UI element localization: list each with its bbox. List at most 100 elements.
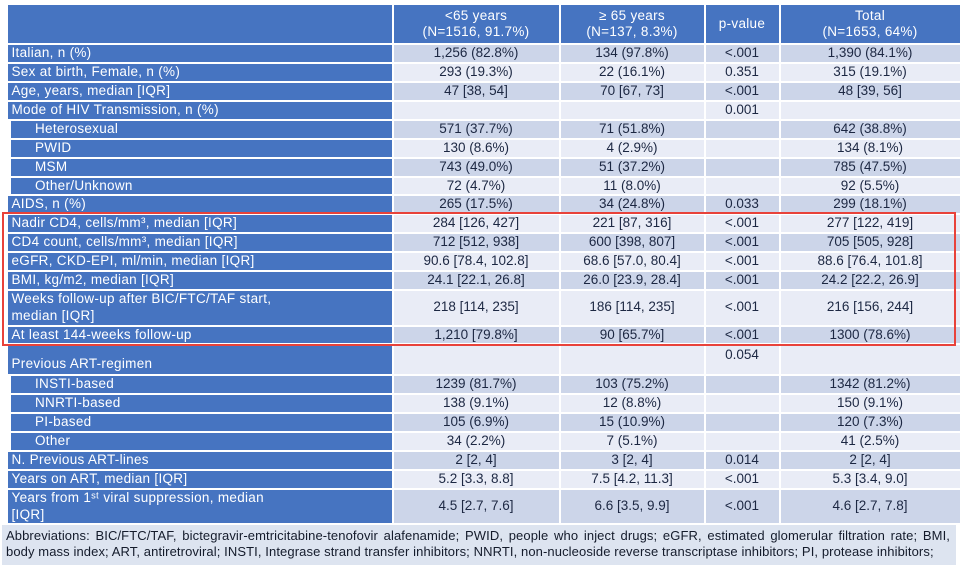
- table-cell: 92 (5.5%): [780, 177, 960, 196]
- row-label: eGFR, CKD-EPI, ml/min, median [IQR]: [7, 252, 393, 271]
- table-cell: 1,210 [79.8%]: [393, 326, 560, 345]
- table-header: <65 years (N=1516, 91.7%) ≥ 65 years (N=…: [7, 4, 960, 44]
- col-header-under-65: <65 years (N=1516, 91.7%): [393, 4, 560, 44]
- row-label: Previous ART-regimen: [7, 344, 393, 375]
- table-cell: 2 [2, 4]: [393, 451, 560, 470]
- table-cell: 134 (97.8%): [560, 44, 705, 63]
- table-cell: 7 (5.1%): [560, 432, 705, 451]
- table-cell: <.001: [705, 470, 780, 489]
- row-label: Age, years, median [IQR]: [7, 82, 393, 101]
- table-cell: 130 (8.6%): [393, 139, 560, 158]
- table-cell: 134 (8.1%): [780, 139, 960, 158]
- table-cell: 68.6 [57.0, 80.4]: [560, 252, 705, 271]
- row-label: Sex at birth, Female, n (%): [7, 63, 393, 82]
- table-cell: 71 (51.8%): [560, 120, 705, 139]
- table-cell: 90 [65.7%]: [560, 326, 705, 345]
- col-header-over-65: ≥ 65 years (N=137, 8.3%): [560, 4, 705, 44]
- table-cell: <.001: [705, 82, 780, 101]
- table-cell: 70 [67, 73]: [560, 82, 705, 101]
- row-label: Italian, n (%): [7, 44, 393, 63]
- table-row: Years from 1ˢᵗ viral suppression, median…: [7, 489, 960, 525]
- table-cell: 4 (2.9%): [560, 139, 705, 158]
- table-cell: 4.6 [2.7, 7.8]: [780, 489, 960, 525]
- row-label: PI-based: [7, 413, 393, 432]
- row-label: NNRTI-based: [7, 394, 393, 413]
- table-cell: [705, 375, 780, 394]
- row-label: Mode of HIV Transmission, n (%): [7, 101, 393, 120]
- table-cell: <.001: [705, 44, 780, 63]
- col-header-empty: [7, 4, 393, 44]
- row-label: N. Previous ART-lines: [7, 451, 393, 470]
- table-cell: [705, 120, 780, 139]
- table-cell: [705, 139, 780, 158]
- baseline-characteristics-table: <65 years (N=1516, 91.7%) ≥ 65 years (N=…: [2, 3, 960, 525]
- row-label: Other: [7, 432, 393, 451]
- table-cell: 216 [156, 244]: [780, 290, 960, 326]
- table-cell: 1239 (81.7%): [393, 375, 560, 394]
- table-cell: <.001: [705, 233, 780, 252]
- table-cell: 34 (24.8%): [560, 195, 705, 214]
- table-cell: 47 [38, 54]: [393, 82, 560, 101]
- row-label: CD4 count, cells/mm³, median [IQR]: [7, 233, 393, 252]
- table-cell: 299 (18.1%): [780, 195, 960, 214]
- table-cell: 34 (2.2%): [393, 432, 560, 451]
- table-row: Age, years, median [IQR]47 [38, 54]70 [6…: [7, 82, 960, 101]
- table-cell: 103 (75.2%): [560, 375, 705, 394]
- table-cell: [705, 158, 780, 177]
- table-cell: [560, 101, 705, 120]
- table-cell: [780, 344, 960, 375]
- table-cell: 0.351: [705, 63, 780, 82]
- table-cell: <.001: [705, 214, 780, 233]
- row-label: Nadir CD4, cells/mm³, median [IQR]: [7, 214, 393, 233]
- table-row: eGFR, CKD-EPI, ml/min, median [IQR]90.6 …: [7, 252, 960, 271]
- table-cell: 41 (2.5%): [780, 432, 960, 451]
- table-cell: 5.3 [3.4, 9.0]: [780, 470, 960, 489]
- table-cell: [705, 432, 780, 451]
- table-body: Italian, n (%)1,256 (82.8%)134 (97.8%)<.…: [7, 44, 960, 524]
- table-cell: 0.033: [705, 195, 780, 214]
- table-row: Italian, n (%)1,256 (82.8%)134 (97.8%)<.…: [7, 44, 960, 63]
- table-cell: 5.2 [3.3, 8.8]: [393, 470, 560, 489]
- table-cell: 24.2 [22.2, 26.9]: [780, 271, 960, 290]
- table-row: Nadir CD4, cells/mm³, median [IQR]284 [1…: [7, 214, 960, 233]
- table-cell: 0.014: [705, 451, 780, 470]
- table-cell: [393, 101, 560, 120]
- table-cell: 221 [87, 316]: [560, 214, 705, 233]
- table-cell: 105 (6.9%): [393, 413, 560, 432]
- table-cell: 1,256 (82.8%): [393, 44, 560, 63]
- table-cell: 51 (37.2%): [560, 158, 705, 177]
- row-label: AIDS, n (%): [7, 195, 393, 214]
- table-cell: 12 (8.8%): [560, 394, 705, 413]
- row-label: MSM: [7, 158, 393, 177]
- table-row: Mode of HIV Transmission, n (%)0.001: [7, 101, 960, 120]
- table-cell: 120 (7.3%): [780, 413, 960, 432]
- header-row: <65 years (N=1516, 91.7%) ≥ 65 years (N=…: [7, 4, 960, 44]
- table-cell: <.001: [705, 271, 780, 290]
- table-cell: 11 (8.0%): [560, 177, 705, 196]
- row-label: Years on ART, median [IQR]: [7, 470, 393, 489]
- table-cell: <.001: [705, 489, 780, 525]
- table-cell: <.001: [705, 252, 780, 271]
- row-label: Weeks follow-up after BIC/FTC/TAF start,…: [7, 290, 393, 326]
- row-label: At least 144-weeks follow-up: [7, 326, 393, 345]
- col-header-total: Total (N=1653, 64%): [780, 4, 960, 44]
- table-cell: [780, 101, 960, 120]
- table-cell: 265 (17.5%): [393, 195, 560, 214]
- table-cell: [705, 394, 780, 413]
- table-cell: 600 [398, 807]: [560, 233, 705, 252]
- table-cell: 2 [2, 4]: [780, 451, 960, 470]
- table-row: CD4 count, cells/mm³, median [IQR]712 [5…: [7, 233, 960, 252]
- row-label: PWID: [7, 139, 393, 158]
- table-cell: 7.5 [4.2, 11.3]: [560, 470, 705, 489]
